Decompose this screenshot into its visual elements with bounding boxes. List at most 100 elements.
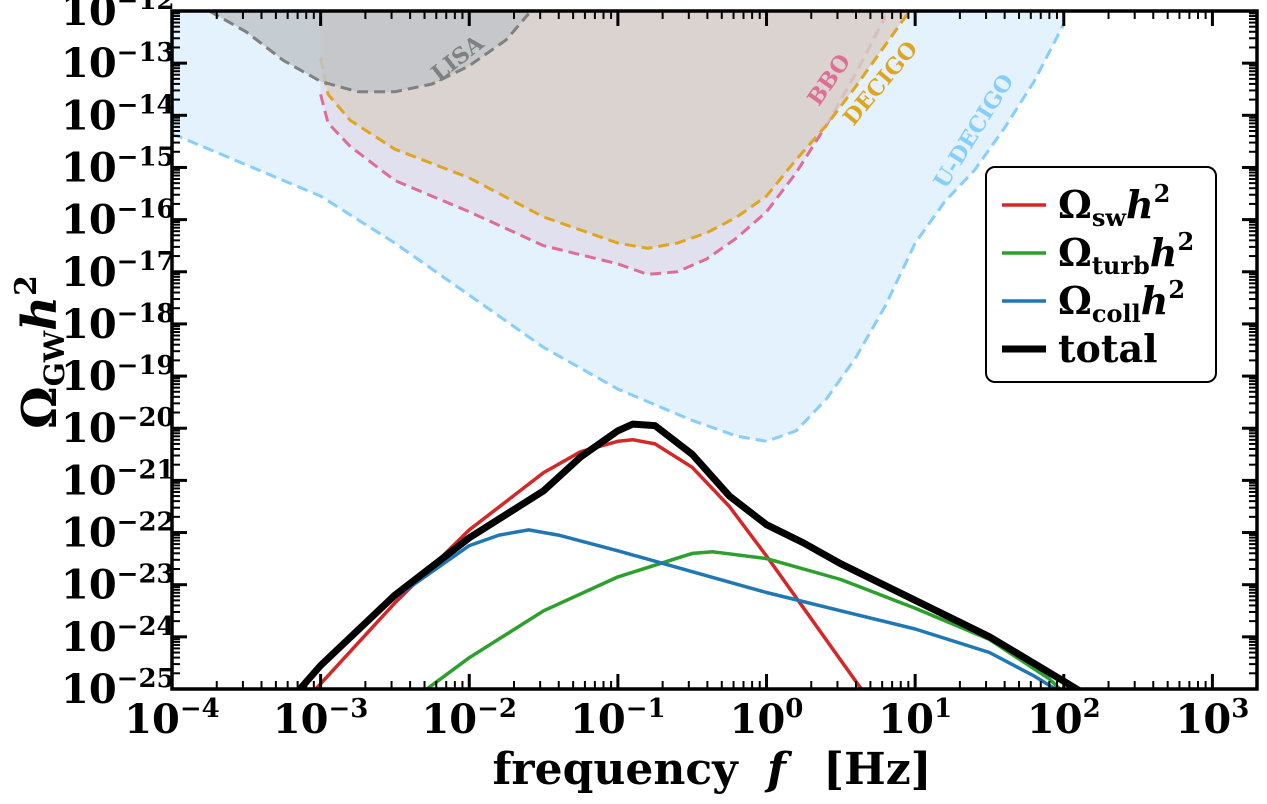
- x-tick-label-base: 10: [273, 696, 329, 743]
- legend-label-total: total: [1058, 326, 1158, 371]
- sensitivity-curve-lisa: [208, 11, 530, 94]
- x-tick-label-base: 10: [1176, 696, 1232, 743]
- y-tick-label: 10−14: [61, 90, 175, 139]
- sensitivity-fill-lisa: [209, 11, 529, 92]
- y-axis-title-omega: Ω: [12, 386, 68, 429]
- y-axis-title-sub: GW: [38, 330, 71, 386]
- x-tick-label-base: 10: [124, 696, 180, 743]
- y-tick-label-base: 10: [61, 301, 117, 348]
- sensitivity-curve-u-decigo: [172, 23, 1066, 443]
- x-tick-label: 100: [730, 694, 804, 743]
- x-tick-label-exponent: 3: [1231, 694, 1249, 724]
- y-tick-label-base: 10: [61, 614, 117, 661]
- x-tick-label: 103: [1176, 694, 1250, 743]
- y-tick-label-base: 10: [61, 249, 117, 296]
- legend-label-sup: 2: [1177, 227, 1194, 256]
- y-tick-label: 10−25: [61, 664, 175, 713]
- y-tick-label-base: 10: [61, 197, 117, 244]
- y-tick-label-exponent: −19: [117, 351, 175, 381]
- y-tick-label-base: 10: [61, 510, 117, 557]
- legend-label-sup: 2: [1154, 179, 1171, 208]
- x-tick-label: 10−2: [421, 694, 517, 743]
- x-tick-label-base: 10: [421, 696, 477, 743]
- x-axis-title-symbol: f: [764, 744, 793, 795]
- x-tick-label-base: 10: [730, 696, 786, 743]
- x-tick-label-exponent: −2: [477, 694, 517, 724]
- x-axis-title: frequency f [Hz]: [493, 744, 932, 795]
- y-tick-label-exponent: −25: [117, 664, 175, 694]
- y-tick-label-base: 10: [61, 666, 117, 713]
- y-tick-label: 10−22: [61, 508, 175, 557]
- legend-label-h: h: [1126, 182, 1154, 227]
- legend-label-main: Ω: [1058, 182, 1092, 227]
- legend-label-turb: Ωturbh2: [1058, 227, 1194, 280]
- sensitivity-curve-bbo: [319, 15, 887, 276]
- sensitivity-curve-decigo: [319, 12, 909, 250]
- spectrum-curves: [295, 420, 1084, 689]
- y-tick-label-base: 10: [61, 405, 117, 452]
- sensitivity-regions: [172, 11, 1066, 443]
- x-tick-label-base: 10: [878, 696, 934, 743]
- legend-label-main: total: [1058, 326, 1158, 371]
- y-axis-title-sup: 2: [9, 275, 44, 296]
- y-tick-label-base: 10: [61, 0, 117, 35]
- legend-label-h: h: [1150, 230, 1178, 275]
- y-tick-label-exponent: −13: [117, 38, 175, 68]
- x-tick-labels: 10−4 10−3 10−2 10−1 100 101 102 103: [124, 694, 1249, 743]
- x-tick-label-exponent: 0: [785, 694, 803, 724]
- y-tick-label-base: 10: [61, 562, 117, 609]
- y-tick-label: 10−24: [61, 612, 175, 661]
- legend-label-main: Ω: [1058, 278, 1092, 323]
- x-tick-label-exponent: −1: [626, 694, 666, 724]
- plot-frame: [170, 9, 1259, 691]
- legend-label-sup: 2: [1168, 275, 1185, 304]
- series-line-total: [295, 420, 1084, 689]
- y-tick-label: 10−23: [61, 560, 175, 609]
- legend-label-main: Ω: [1058, 230, 1092, 275]
- y-axis-title-h: h: [12, 296, 68, 331]
- legend-label-sub: turb: [1092, 251, 1150, 280]
- y-tick-label-exponent: −17: [117, 247, 175, 277]
- y-axis-title: ΩGWh2: [9, 275, 71, 429]
- x-tick-label-base: 10: [570, 696, 626, 743]
- legend-label-coll: Ωcollh2: [1058, 275, 1185, 328]
- y-tick-label: 10−20: [61, 403, 175, 452]
- y-tick-label: 10−12: [61, 0, 175, 35]
- legend-label-sw: Ωswh2: [1058, 179, 1170, 232]
- y-tick-label: 10−13: [61, 38, 175, 87]
- x-tick-label: 10−1: [570, 694, 666, 743]
- y-tick-label-exponent: −18: [117, 299, 175, 329]
- x-tick-label-exponent: −4: [180, 694, 220, 724]
- y-tick-label-exponent: −24: [117, 612, 175, 642]
- x-tick-label-exponent: −3: [329, 694, 369, 724]
- y-tick-label-exponent: −16: [117, 195, 175, 225]
- y-tick-label-base: 10: [61, 144, 117, 191]
- y-tick-label-exponent: −21: [117, 455, 175, 485]
- y-tick-label: 10−15: [61, 142, 175, 191]
- y-tick-label-exponent: −20: [117, 403, 175, 433]
- x-axis-title-unit: [Hz]: [823, 744, 931, 795]
- y-tick-labels: 10−2510−2410−2310−2210−2110−2010−1910−18…: [61, 0, 175, 713]
- legend-label-h: h: [1141, 278, 1169, 323]
- x-tick-label-exponent: 2: [1083, 694, 1101, 724]
- x-tick-label: 10−4: [124, 694, 220, 743]
- x-tick-label: 101: [878, 694, 952, 743]
- y-tick-label-base: 10: [61, 40, 117, 87]
- y-tick-label: 10−16: [61, 195, 175, 244]
- y-tick-label-base: 10: [61, 92, 117, 139]
- y-tick-label-exponent: −23: [117, 560, 175, 590]
- y-tick-label: 10−17: [61, 247, 175, 296]
- legend-box: [985, 166, 1217, 383]
- x-tick-label: 10−3: [273, 694, 369, 743]
- y-tick-label-exponent: −12: [117, 0, 175, 16]
- x-tick-label: 102: [1027, 694, 1101, 743]
- y-tick-label: 10−21: [61, 455, 175, 504]
- y-tick-label-exponent: −14: [117, 90, 175, 120]
- x-tick-label-base: 10: [1027, 696, 1083, 743]
- y-tick-label: 10−18: [61, 299, 175, 348]
- y-tick-label-exponent: −15: [117, 142, 175, 172]
- sensitivity-fill-decigo: [320, 11, 908, 249]
